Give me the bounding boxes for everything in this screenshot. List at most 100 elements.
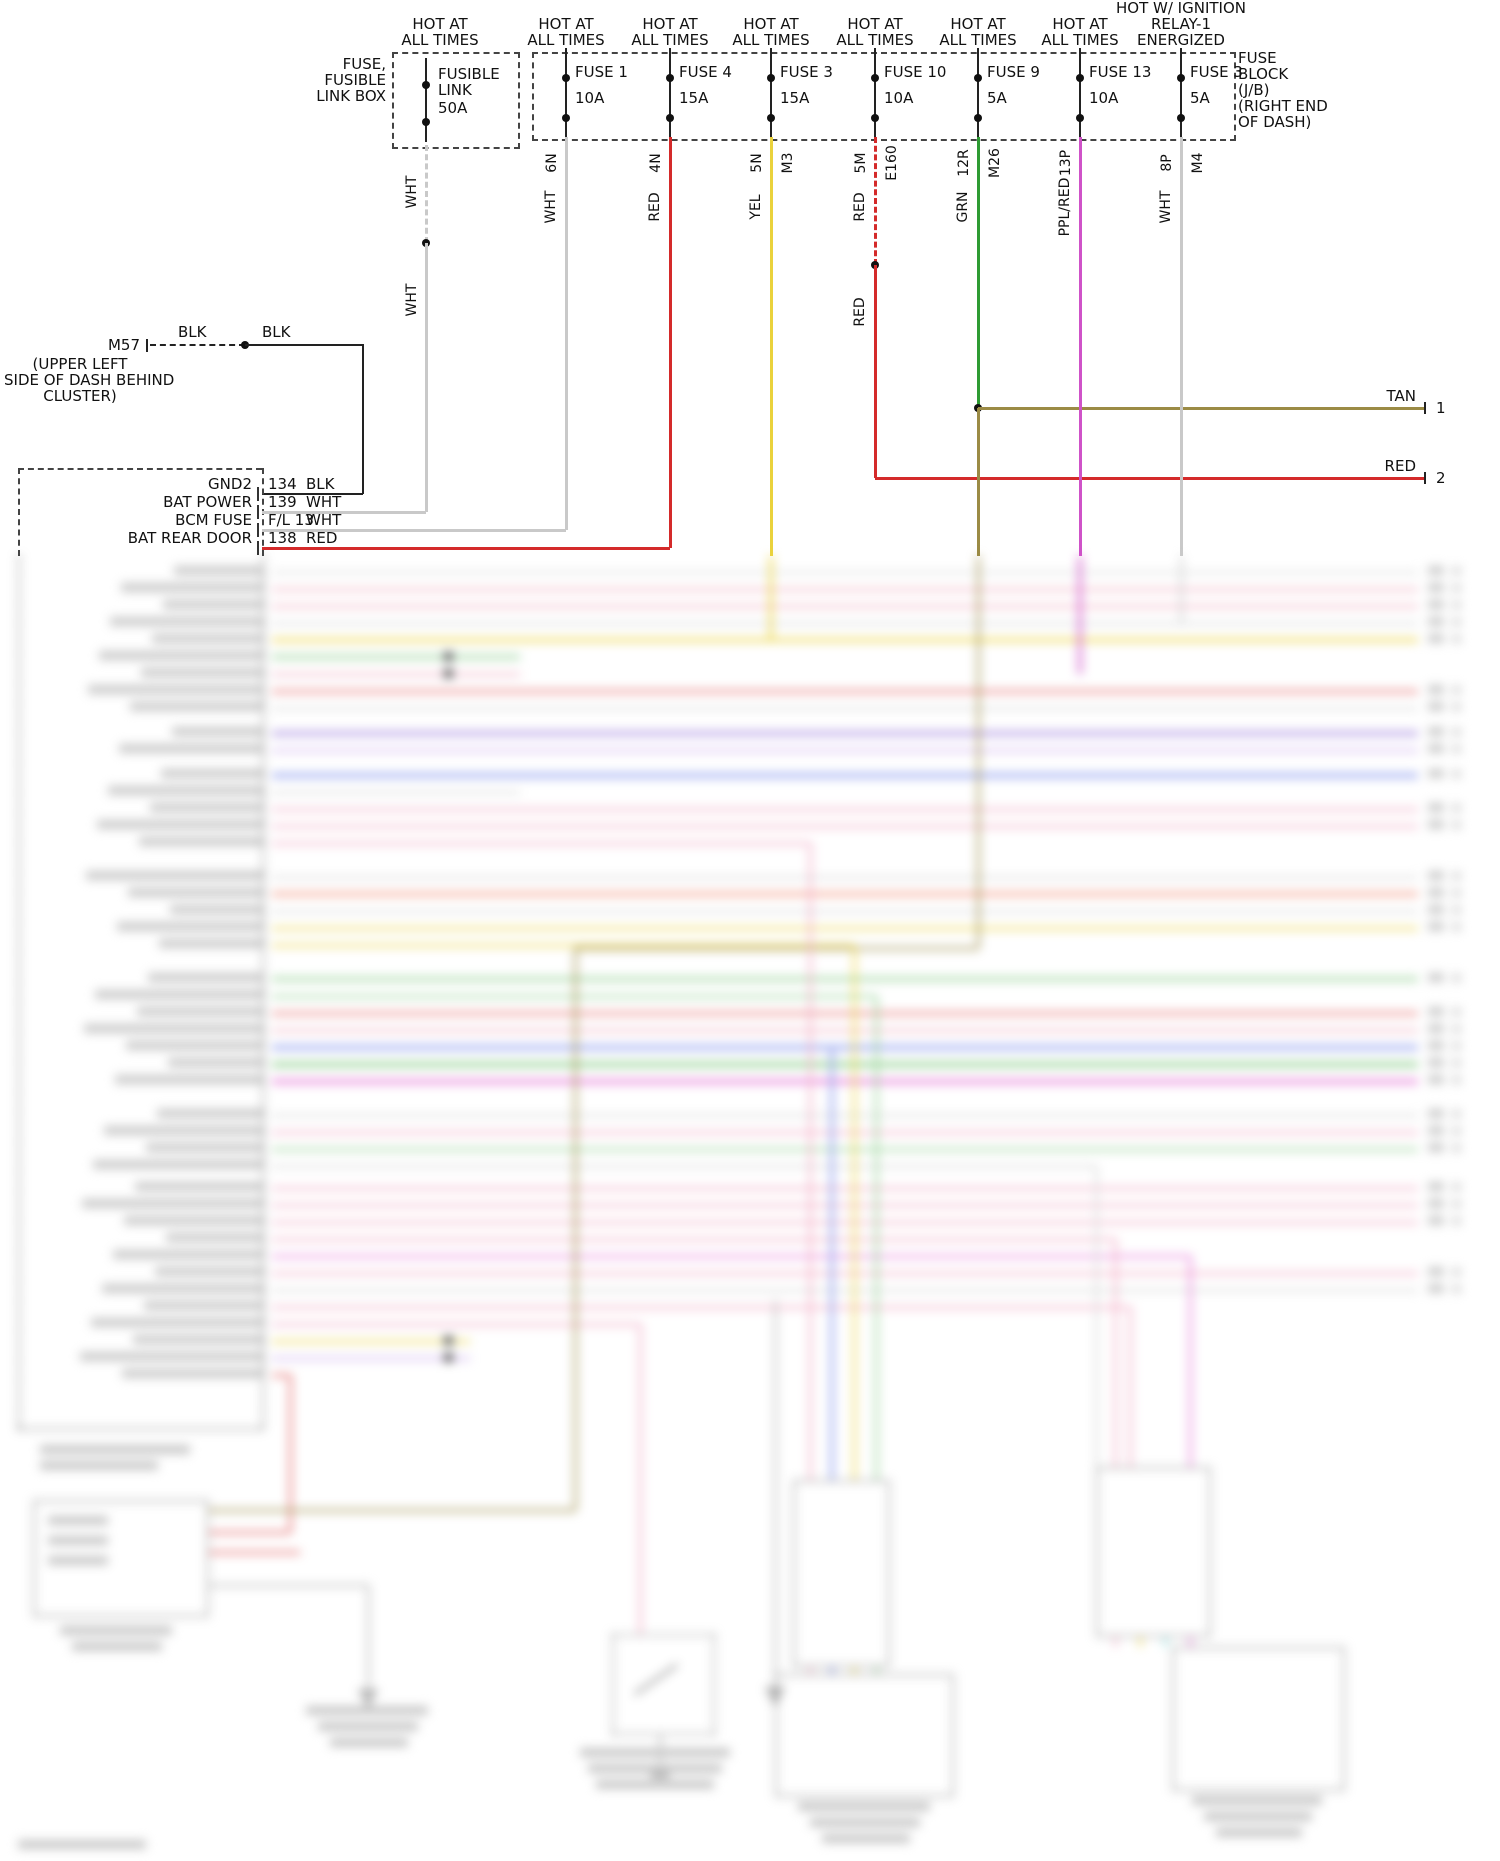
blurred-wire — [1128, 1307, 1132, 1467]
blurred-terminal-label — [1428, 769, 1444, 778]
blurred-caption — [306, 1706, 428, 1715]
wire — [769, 137, 773, 556]
blurred-wire — [205, 1530, 290, 1534]
fuse-terminal-dot — [562, 74, 570, 82]
blurred-switch-box — [612, 1634, 715, 1735]
blurred-pin-label — [104, 1126, 264, 1135]
fuse-rating: 15A — [780, 89, 810, 107]
blurred-terminal-label — [1428, 820, 1444, 829]
blurred-terminal-number — [1452, 974, 1461, 982]
blurred-wire — [272, 706, 1418, 710]
blurred-caption — [822, 1834, 910, 1843]
bcm-pin-wire-color: WHT — [306, 493, 342, 511]
blurred-terminal-label — [1428, 905, 1444, 914]
blurred-terminal-number — [1452, 1059, 1461, 1067]
blurred-connector-arrow — [444, 652, 453, 661]
blurred-pin-label — [126, 1041, 264, 1050]
blurred-pin-label — [170, 905, 264, 914]
wire — [1078, 137, 1082, 556]
bcm-pin-bracket — [257, 505, 259, 519]
blurred-wire — [773, 1300, 777, 1686]
blurred-terminal-number — [1452, 821, 1461, 829]
blurred-wire — [976, 556, 980, 948]
blurred-wire — [272, 1113, 1418, 1117]
blurred-terminal-label — [1428, 803, 1444, 812]
bcm-pin-number: 134 — [268, 475, 297, 493]
blurred-terminal-label — [1428, 1007, 1444, 1016]
blurred-pin-label — [168, 1058, 264, 1067]
blurred-connector-arrow — [444, 1353, 453, 1362]
blurred-wire — [272, 1044, 1418, 1050]
blurred-caption — [40, 1461, 158, 1470]
bcm-pin-name: BCM FUSE — [175, 511, 252, 529]
blurred-wire — [205, 1508, 575, 1512]
blurred-caption — [318, 1722, 418, 1731]
blurred-terminal-number — [1452, 703, 1461, 711]
blurred-pin-label — [166, 1233, 264, 1242]
terminal-tick — [1424, 402, 1426, 414]
blurred-pin-label — [159, 939, 264, 948]
blurred-terminal-number — [1452, 745, 1461, 753]
blurred-terminal-number — [1452, 770, 1461, 778]
blurred-pin-label — [148, 973, 264, 982]
bcm-pin-bracket — [257, 541, 259, 555]
blurred-pin-label — [97, 820, 264, 829]
blurred-wire — [205, 1550, 300, 1554]
blurred-wire — [1179, 556, 1183, 623]
ground-symbol — [769, 1694, 781, 1697]
power-label-fusible-link: HOT AT ALL TIMES — [401, 15, 479, 49]
bcm-box-bottom-edge — [18, 1428, 262, 1430]
fuse-symbol-line — [669, 48, 671, 137]
ground-symbol — [359, 1690, 377, 1693]
fuse-symbol-line — [874, 48, 876, 137]
blurred-wire — [272, 638, 1418, 642]
fuse-name: FUSE 9 — [987, 63, 1040, 81]
blurred-terminal-number — [1452, 728, 1461, 736]
blurred-wire — [830, 1047, 834, 1674]
wire — [262, 528, 566, 532]
fuse-symbol-line — [1079, 48, 1081, 137]
blurred-terminal-label — [1428, 1182, 1444, 1191]
fuse-name: FUSE 13 — [1089, 63, 1152, 81]
blurred-terminal-number — [1452, 1076, 1461, 1084]
fuse-symbol-line — [770, 48, 772, 137]
blk-wire — [245, 344, 363, 346]
blurred-wire — [272, 1288, 1418, 1292]
blurred-pin-label — [174, 566, 264, 575]
blk-wire-dashed — [150, 344, 245, 346]
fuse-block-box — [532, 52, 1236, 141]
blurred-pin-label — [113, 1250, 264, 1259]
power-label: HOT W/ IGNITION RELAY-1 ENERGIZED — [1116, 0, 1246, 49]
blurred-wire — [272, 1254, 1190, 1258]
wire-dashed — [873, 137, 877, 265]
fuse-symbol-line — [565, 48, 567, 137]
blurred-terminal-label — [1428, 888, 1444, 897]
blurred-wire — [272, 1322, 640, 1326]
blurred-terminal-number — [1452, 906, 1461, 914]
fuse-rating: 15A — [679, 89, 709, 107]
fuse-name: FUSE 3 — [1190, 63, 1243, 81]
fusible-link-name: FUSIBLE LINK — [438, 65, 500, 99]
blurred-wire — [272, 621, 1418, 625]
blurred-wire — [272, 1373, 290, 1377]
blurred-wire — [272, 1078, 1418, 1084]
bcm-pin-bracket — [257, 523, 259, 537]
fusible-link-rating: 50A — [438, 99, 468, 117]
wire-color-label-blk: BLK — [178, 323, 207, 341]
blurred-wire — [272, 1237, 1115, 1241]
bcm-pin-name: BAT POWER — [163, 493, 252, 511]
blurred-pin-label — [99, 651, 264, 660]
blurred-terminal-number — [1452, 1042, 1461, 1050]
blurred-pin-label — [110, 617, 264, 626]
blurred-wire — [272, 1186, 1418, 1190]
blurred-terminal-label — [1428, 702, 1444, 711]
blurred-wire — [272, 672, 520, 676]
blurred-terminal-number — [1452, 1144, 1461, 1152]
blurred-component-box — [793, 1480, 890, 1667]
blurred-caption — [1204, 1812, 1312, 1821]
fuse-terminal-dot — [1177, 114, 1185, 122]
blurred-pin-label — [150, 803, 264, 812]
blurred-pin-label — [121, 583, 264, 592]
